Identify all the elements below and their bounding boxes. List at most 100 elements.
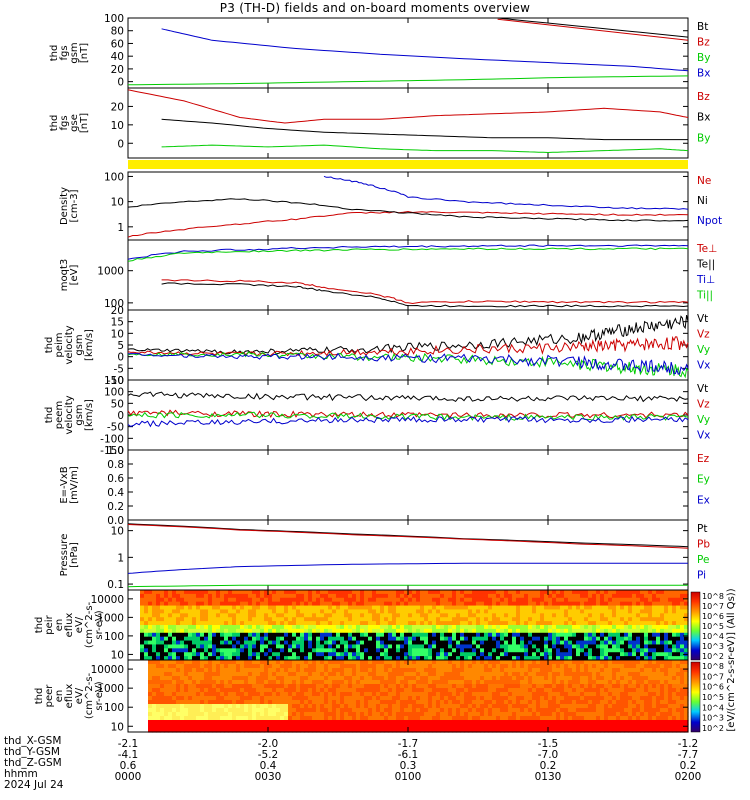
- spectrogram-cell: [324, 593, 329, 599]
- spectrogram-cell: [620, 593, 625, 599]
- spectrogram-cell: [300, 716, 305, 721]
- spectrogram-cell: [456, 601, 461, 607]
- spectrogram-cell: [324, 684, 329, 689]
- spectrogram-cell: [336, 644, 341, 649]
- spectrogram-cell: [416, 597, 421, 603]
- spectrogram-cell: [668, 621, 673, 626]
- spectrogram-cell: [288, 613, 293, 618]
- spectrogram-cell: [456, 708, 461, 713]
- spectrogram-cell: [220, 724, 225, 729]
- spectrogram-cell: [320, 605, 325, 611]
- spectrogram-cell: [608, 601, 613, 607]
- spectrogram-cell: [308, 720, 313, 725]
- spectrogram-cell: [252, 652, 257, 657]
- spectrogram-cell: [236, 644, 241, 649]
- spectrogram-cell: [432, 712, 437, 717]
- spectrogram-cell: [272, 625, 277, 630]
- spectrogram-cell: [448, 720, 453, 725]
- spectrogram-cell: [264, 613, 269, 618]
- spectrogram-cell: [476, 688, 481, 693]
- spectrogram-cell: [208, 621, 213, 626]
- spectrogram-cell: [508, 617, 513, 622]
- spectrogram-cell: [668, 593, 673, 599]
- spectrogram-cell: [612, 601, 617, 607]
- y-axis-label: [km/s]: [84, 399, 95, 431]
- spectrogram-cell: [228, 672, 233, 677]
- spectrogram-cell: [520, 672, 525, 677]
- spectrogram-cell: [312, 617, 317, 622]
- spectrogram-cell: [536, 652, 541, 657]
- y-axis-label: eflux: [64, 613, 75, 638]
- spectrogram-cell: [320, 680, 325, 685]
- spectrogram-cell: [348, 656, 353, 661]
- spectrogram-cell: [372, 617, 377, 622]
- spectrogram-cell: [200, 640, 205, 646]
- spectrogram-cell: [520, 590, 525, 595]
- spectrogram-cell: [140, 593, 145, 599]
- spectrogram-cell: [280, 700, 285, 705]
- spectrogram-cell: [600, 644, 605, 649]
- y-axis-label: [nT]: [79, 113, 90, 133]
- spectrogram-cell: [624, 636, 629, 642]
- spectrogram-cell: [376, 605, 381, 611]
- spectrogram-cell: [528, 700, 533, 705]
- spectrogram-cell: [224, 656, 229, 661]
- spectrogram-cell: [660, 597, 665, 603]
- spectrogram-cell: [292, 712, 297, 717]
- spectrogram-cell: [304, 644, 309, 649]
- spectrogram-cell: [152, 593, 157, 599]
- y-axis-label: peem: [54, 401, 65, 429]
- spectrogram-cell: [248, 601, 253, 607]
- spectrogram-cell: [608, 720, 613, 725]
- spectrogram-cell: [456, 672, 461, 677]
- spectrogram-cell: [592, 668, 597, 673]
- spectrogram-cell: [452, 692, 457, 697]
- spectrogram-cell: [496, 601, 501, 607]
- spectrogram-cell: [400, 640, 405, 646]
- spectrogram-cell: [268, 648, 273, 653]
- spectrogram-cell: [132, 676, 137, 681]
- spectrogram-cell: [128, 625, 133, 630]
- spectrogram-cell: [132, 696, 137, 701]
- spectrogram-cell: [208, 704, 213, 709]
- spectrogram-cell: [384, 668, 389, 673]
- spectrogram-cell: [480, 590, 485, 595]
- spectrogram-cell: [600, 712, 605, 717]
- spectrogram-cell: [380, 664, 385, 669]
- spectrogram-cell: [340, 700, 345, 705]
- spectrogram-cell: [176, 668, 181, 673]
- spectrogram-cell: [628, 648, 633, 653]
- spectrogram-cell: [204, 720, 209, 725]
- spectrogram-cell: [444, 632, 449, 638]
- spectrogram-cell: [580, 720, 585, 725]
- spectrogram-cell: [672, 648, 677, 653]
- spectrogram-cell: [312, 728, 317, 733]
- spectrogram-cell: [496, 621, 501, 626]
- spectrogram-cell: [272, 590, 277, 595]
- spectrogram-cell: [340, 676, 345, 681]
- spectrogram-cell: [556, 644, 561, 649]
- spectrogram-cell: [584, 720, 589, 725]
- spectrogram-cell: [484, 716, 489, 721]
- spectrogram-cell: [572, 660, 577, 665]
- spectrogram-cell: [368, 656, 373, 661]
- spectrogram-cell: [376, 704, 381, 709]
- spectrogram-cell: [328, 680, 333, 685]
- spectrogram-cell: [532, 692, 537, 697]
- spectrogram-cell: [572, 593, 577, 599]
- spectrogram-cell: [220, 684, 225, 689]
- spectrogram-cell: [204, 668, 209, 673]
- spectrogram-cell: [152, 621, 157, 626]
- spectrogram-cell: [232, 652, 237, 657]
- spectrogram-cell: [532, 601, 537, 607]
- spectrogram-cell: [588, 625, 593, 630]
- spectrogram-cell: [672, 628, 677, 634]
- spectrogram-cell: [180, 613, 185, 618]
- spectrogram-cell: [512, 700, 517, 705]
- spectrogram-cell: [180, 597, 185, 603]
- spectrogram-cell: [500, 636, 505, 642]
- spectrogram-cell: [596, 700, 601, 705]
- spectrogram-cell: [604, 648, 609, 653]
- spectrogram-cell: [444, 684, 449, 689]
- spectrogram-cell: [336, 652, 341, 657]
